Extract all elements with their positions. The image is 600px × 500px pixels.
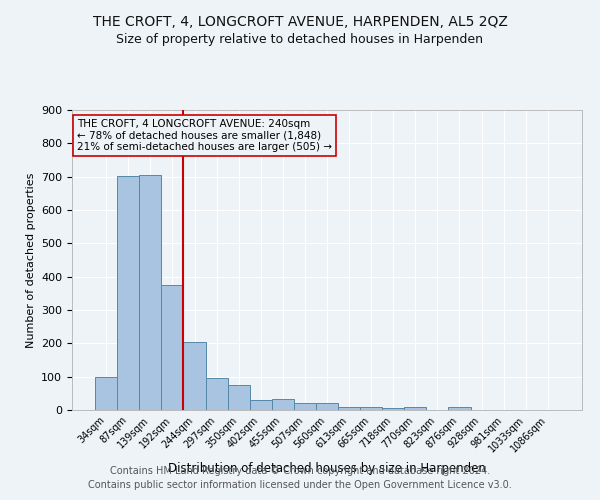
Bar (404, 407, 427, 410)
Text: Contains HM Land Registry data © Crown copyright and database right 2024.
Contai: Contains HM Land Registry data © Crown c… (88, 466, 512, 490)
Bar (184, 342, 206, 410)
Text: THE CROFT, 4, LONGCROFT AVENUE, HARPENDEN, AL5 2QZ: THE CROFT, 4, LONGCROFT AVENUE, HARPENDE… (92, 15, 508, 29)
X-axis label: Distribution of detached houses by size in Harpenden: Distribution of detached houses by size … (168, 462, 486, 475)
Bar (117, 176, 139, 410)
Bar (250, 400, 272, 410)
Text: THE CROFT, 4 LONGCROFT AVENUE: 240sqm
← 78% of detached houses are smaller (1,84: THE CROFT, 4 LONGCROFT AVENUE: 240sqm ← … (77, 119, 332, 152)
Bar (360, 407, 382, 410)
Bar (95, 376, 117, 410)
Bar (382, 408, 404, 410)
Bar (272, 399, 294, 410)
Bar (139, 174, 161, 410)
Bar (316, 402, 338, 410)
Text: Size of property relative to detached houses in Harpenden: Size of property relative to detached ho… (116, 32, 484, 46)
Bar (206, 378, 227, 410)
Y-axis label: Number of detached properties: Number of detached properties (26, 172, 35, 348)
Bar (294, 402, 316, 410)
Bar (161, 285, 184, 410)
Bar (338, 408, 360, 410)
Bar (448, 408, 470, 410)
Bar (227, 386, 250, 410)
